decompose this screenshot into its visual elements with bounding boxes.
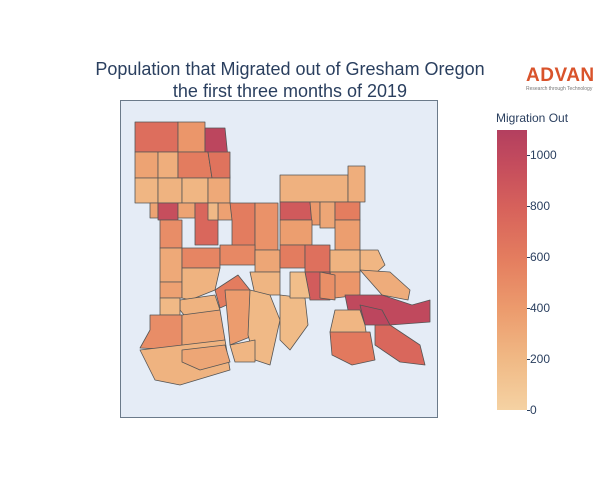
logo-tagline: Research through Technology [526,86,593,92]
map-region[interactable] [157,177,183,204]
colorbar [497,130,527,410]
colorbar-tick-label: 800 [530,199,551,214]
colorbar-tick-label: 0 [530,403,537,417]
map-region[interactable] [279,294,309,351]
map-region[interactable] [254,202,279,251]
colorbar-tick-label: 200 [530,352,551,367]
colorbar-tick-mark [527,308,530,310]
choropleth-map[interactable] [120,100,438,418]
map-region[interactable] [134,121,179,153]
map-region[interactable] [159,297,181,316]
colorbar-tick-label: 400 [530,301,551,316]
map-region[interactable] [374,324,426,366]
logo-wordmark: ADVAN [526,65,595,86]
map-region[interactable] [247,289,281,366]
map-region[interactable] [319,201,336,229]
colorbar-tick-mark [527,359,530,361]
map-region[interactable] [159,281,183,299]
map-region[interactable] [254,249,281,273]
map-region[interactable] [207,151,231,179]
map-region[interactable] [359,304,391,326]
colorbar-tick-mark [527,257,530,259]
map-region[interactable] [157,202,179,221]
colorbar-title: Migration Out [496,111,569,125]
colorbar-tick-mark [527,155,530,157]
map-region[interactable] [279,244,306,269]
map-region[interactable] [329,331,376,366]
map-region[interactable] [279,219,313,246]
map-region[interactable] [177,121,206,153]
map-region[interactable] [229,202,256,251]
map-region[interactable] [207,177,231,204]
map-region[interactable] [279,174,349,203]
map-region[interactable] [329,249,361,273]
advan-logo: ADVAN Research through Technology [526,66,596,92]
map-region[interactable] [289,271,311,299]
map-region[interactable] [177,151,213,179]
map-region[interactable] [181,247,221,269]
map-region[interactable] [359,269,411,301]
map-region[interactable] [181,177,209,204]
map-region[interactable] [219,244,256,266]
map-region[interactable] [139,314,183,351]
map-region[interactable] [159,219,183,249]
map-title-line1: Population that Migrated out of Gresham … [95,59,485,79]
map-region[interactable] [157,151,179,179]
map-region[interactable] [159,247,183,283]
map-region[interactable] [181,344,231,371]
colorbar-tick-mark [527,206,530,208]
colorbar-tick-mark [527,410,530,411]
map-region[interactable] [334,219,361,251]
map-region[interactable] [334,201,361,221]
colorbar-tick-label: 600 [530,250,551,265]
map-region[interactable] [207,202,219,221]
map-region[interactable] [229,339,256,363]
map-title: Population that Migrated out of Gresham … [60,58,520,102]
map-region[interactable] [134,177,159,204]
colorbar-tick-label: 1000 [530,148,557,163]
map-region[interactable] [177,202,196,219]
map-title-line2: the first three months of 2019 [172,81,408,101]
map-region[interactable] [347,165,366,203]
map-region[interactable] [304,244,331,273]
map-region[interactable] [181,267,221,301]
map-region[interactable] [149,202,159,219]
map-region[interactable] [279,201,313,221]
map-region[interactable] [134,151,159,179]
map-region[interactable] [319,271,336,301]
